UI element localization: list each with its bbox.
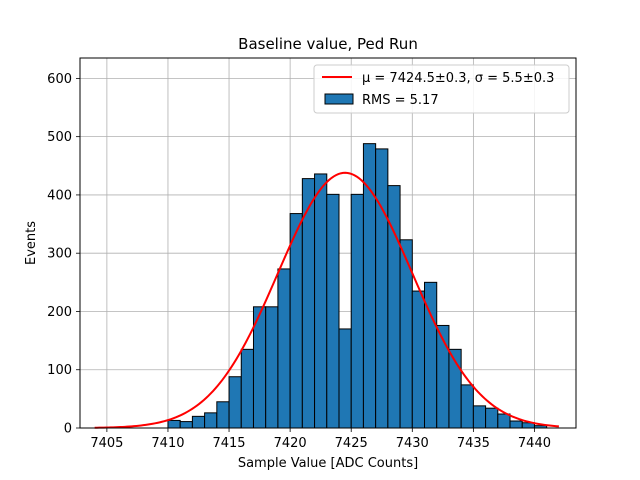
x-tick-label: 7425 [335, 436, 368, 451]
x-tick-label: 7440 [518, 436, 551, 451]
y-tick-label: 0 [64, 422, 72, 437]
x-tick-label: 7410 [151, 436, 184, 451]
histogram-bar [289, 213, 303, 429]
histogram-bar [265, 306, 279, 429]
histogram-bar [179, 421, 193, 429]
y-tick-label: 600 [47, 72, 72, 87]
histogram-bar [509, 420, 523, 429]
histogram-bars [167, 143, 548, 429]
x-tick-label: 7415 [212, 436, 245, 451]
gaussian-fit-curve [94, 171, 559, 429]
histogram-bar [485, 407, 499, 429]
histogram-bar [497, 413, 511, 429]
histogram-bar [338, 328, 352, 429]
histogram-bar [191, 415, 206, 429]
y-tick-label: 100 [47, 363, 72, 378]
legend-histogram-swatch [324, 93, 354, 105]
plot-frame [79, 57, 577, 429]
legend-histogram-label: RMS = 5.17 [362, 93, 439, 108]
y-axis-ticks: 0 100 200 300 400 500 600 [47, 72, 80, 437]
legend: μ = 7424.5±0.3, σ = 5.5±0.3 RMS = 5.17 [313, 64, 570, 114]
legend-fit-label: μ = 7424.5±0.3, σ = 5.5±0.3 [362, 71, 554, 86]
y-tick-label: 200 [47, 305, 72, 320]
legend-box [313, 64, 570, 114]
histogram-bar [411, 290, 426, 429]
x-tick-label: 7430 [396, 436, 429, 451]
histogram-bar [216, 401, 230, 429]
histogram-bar [240, 348, 254, 429]
x-tick-label: 7405 [90, 436, 123, 451]
x-tick-label: 7435 [457, 436, 490, 451]
histogram-bar [350, 193, 364, 429]
y-axis-label: Events [24, 221, 39, 265]
y-tick-label: 300 [47, 247, 72, 262]
histogram-bar [362, 143, 377, 429]
fit-curve-layer [94, 171, 559, 429]
x-axis-ticks: 7405 7410 7415 7420 7425 7430 7435 7440 [90, 428, 551, 451]
histogram-bar [277, 268, 291, 429]
histogram-bar [326, 193, 340, 429]
histogram-bar [167, 419, 181, 429]
histogram-bar [460, 384, 474, 429]
chart-title: Baseline value, Ped Run [238, 35, 418, 53]
histogram-bar [375, 148, 389, 429]
histogram-bar [314, 173, 328, 429]
histogram-bar [228, 376, 242, 429]
histogram-bar [204, 412, 218, 429]
y-tick-label: 400 [47, 188, 72, 203]
histogram-bar [472, 405, 487, 429]
x-tick-label: 7420 [274, 436, 307, 451]
x-axis-label: Sample Value [ADC Counts] [238, 456, 418, 471]
y-tick-label: 500 [47, 130, 72, 145]
